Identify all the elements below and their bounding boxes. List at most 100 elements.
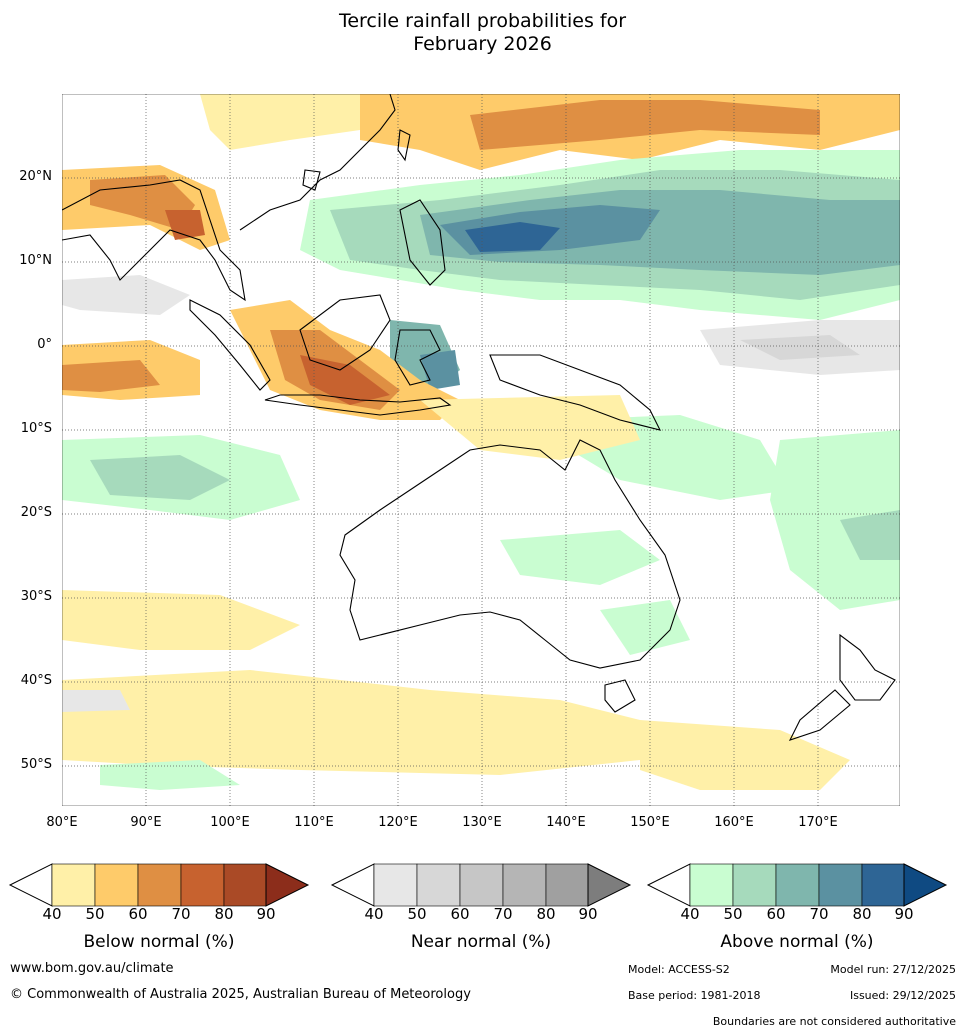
asia-coast [62, 179, 246, 302]
colorbar-above-over [903, 863, 948, 907]
philippines-coast [399, 199, 446, 286]
below-region [300, 355, 390, 405]
colorbar-near-swatch [373, 863, 418, 907]
colorbar-above-swatch [818, 863, 863, 907]
new-guinea-coast [489, 354, 662, 431]
lon-label: 90°E [130, 815, 162, 830]
hainan-coast [302, 169, 321, 191]
borneo-coast [299, 294, 391, 371]
lon-label: 150°E [630, 815, 670, 830]
model-run: Model run: 27/12/2025 [830, 963, 956, 976]
below-region [470, 100, 820, 150]
colorbar-below-under [8, 863, 53, 907]
title-line-2: February 2026 [413, 33, 552, 55]
colorbar-above [646, 863, 948, 907]
disclaimer: Boundaries are not considered authoritat… [712, 1015, 956, 1028]
lon-label: 80°E [46, 815, 78, 830]
lon-label: 120°E [378, 815, 418, 830]
colorbar-tick: 40 [42, 905, 62, 923]
colorbar-tick: 60 [450, 905, 470, 923]
below-region [62, 590, 300, 650]
colorbar-above-swatch [732, 863, 777, 907]
australia-coast [339, 439, 681, 669]
lon-label: 110°E [294, 815, 334, 830]
above-region [100, 760, 240, 790]
lat-label: 10°N [19, 253, 52, 268]
colorbar-near [330, 863, 632, 907]
issued-date: Issued: 29/12/2025 [849, 989, 956, 1002]
colorbar-below-swatch [51, 863, 96, 907]
above-normal-title: Above normal (%) [720, 932, 874, 952]
sumatra-coast [189, 299, 271, 391]
colorbar-tick: 80 [852, 905, 872, 923]
colorbar-above-swatch [689, 863, 734, 907]
nz-south-coast [788, 689, 851, 741]
colorbar-below-over [265, 863, 310, 907]
java-coast [264, 394, 452, 416]
colorbar-below-swatch [223, 863, 267, 907]
colorbar-near-under [330, 863, 375, 907]
title-line-1: Tercile rainfall probabilities for [338, 10, 627, 32]
colorbar-above-under [646, 863, 691, 907]
colorbar-tick: 80 [214, 905, 234, 923]
colorbar-tick: 40 [364, 905, 384, 923]
colorbar-above-swatch [861, 863, 905, 907]
above-region [600, 600, 690, 655]
lon-label: 100°E [210, 815, 250, 830]
below-region [62, 670, 640, 775]
probability-field [62, 94, 900, 806]
colorbar-tick: 80 [536, 905, 556, 923]
model-label: Model: ACCESS-S2 [628, 963, 730, 976]
colorbar-below [8, 863, 310, 907]
lon-label: 130°E [462, 815, 502, 830]
colorbar-below-swatch [180, 863, 225, 907]
copyright: © Commonwealth of Australia 2025, Austra… [10, 987, 471, 1002]
colorbar-tick: 60 [128, 905, 148, 923]
below-region [200, 94, 360, 150]
china-coast [239, 94, 396, 231]
colorbar-tick: 50 [723, 905, 743, 923]
coastlines [62, 94, 896, 741]
lon-label: 170°E [798, 815, 838, 830]
lat-label: 30°S [20, 589, 52, 604]
colorbar-tick: 90 [578, 905, 598, 923]
above-region [840, 510, 900, 560]
tasmania-coast [604, 679, 636, 713]
taiwan-coast [397, 129, 411, 162]
colorbar-near-swatch [459, 863, 504, 907]
near-region [62, 690, 130, 712]
colorbar-above-swatch [775, 863, 820, 907]
lat-label: 20°S [20, 505, 52, 520]
above-region [500, 530, 660, 585]
colorbar-below-swatch [137, 863, 182, 907]
colorbar-tick: 60 [766, 905, 786, 923]
above-region [90, 455, 230, 500]
base-period: Base period: 1981-2018 [628, 989, 761, 1002]
above-region [770, 430, 900, 610]
above-region [465, 222, 560, 252]
lat-label: 0° [37, 337, 52, 352]
below-region [62, 360, 160, 392]
colorbar-near-swatch [545, 863, 589, 907]
lat-label: 10°S [20, 421, 52, 436]
lat-label: 20°N [19, 169, 52, 184]
near-normal-title: Near normal (%) [410, 932, 552, 952]
below-normal-title: Below normal (%) [83, 932, 235, 952]
website-link[interactable]: www.bom.gov.au/climate [10, 961, 174, 976]
lat-label: 50°S [20, 757, 52, 772]
colorbar-near-over [587, 863, 632, 907]
colorbar-near-swatch [502, 863, 547, 907]
colorbar-tick: 90 [894, 905, 914, 923]
lat-label: 40°S [20, 673, 52, 688]
colorbar-near-swatch [416, 863, 461, 907]
lon-label: 140°E [546, 815, 586, 830]
colorbar-tick: 70 [171, 905, 191, 923]
colorbar-tick: 50 [85, 905, 105, 923]
colorbar-tick: 40 [680, 905, 700, 923]
near-region [740, 335, 860, 360]
below-region [165, 210, 205, 240]
below-region [420, 395, 640, 460]
lon-label: 160°E [714, 815, 754, 830]
map-title: Tercile rainfall probabilities for Febru… [0, 10, 965, 56]
